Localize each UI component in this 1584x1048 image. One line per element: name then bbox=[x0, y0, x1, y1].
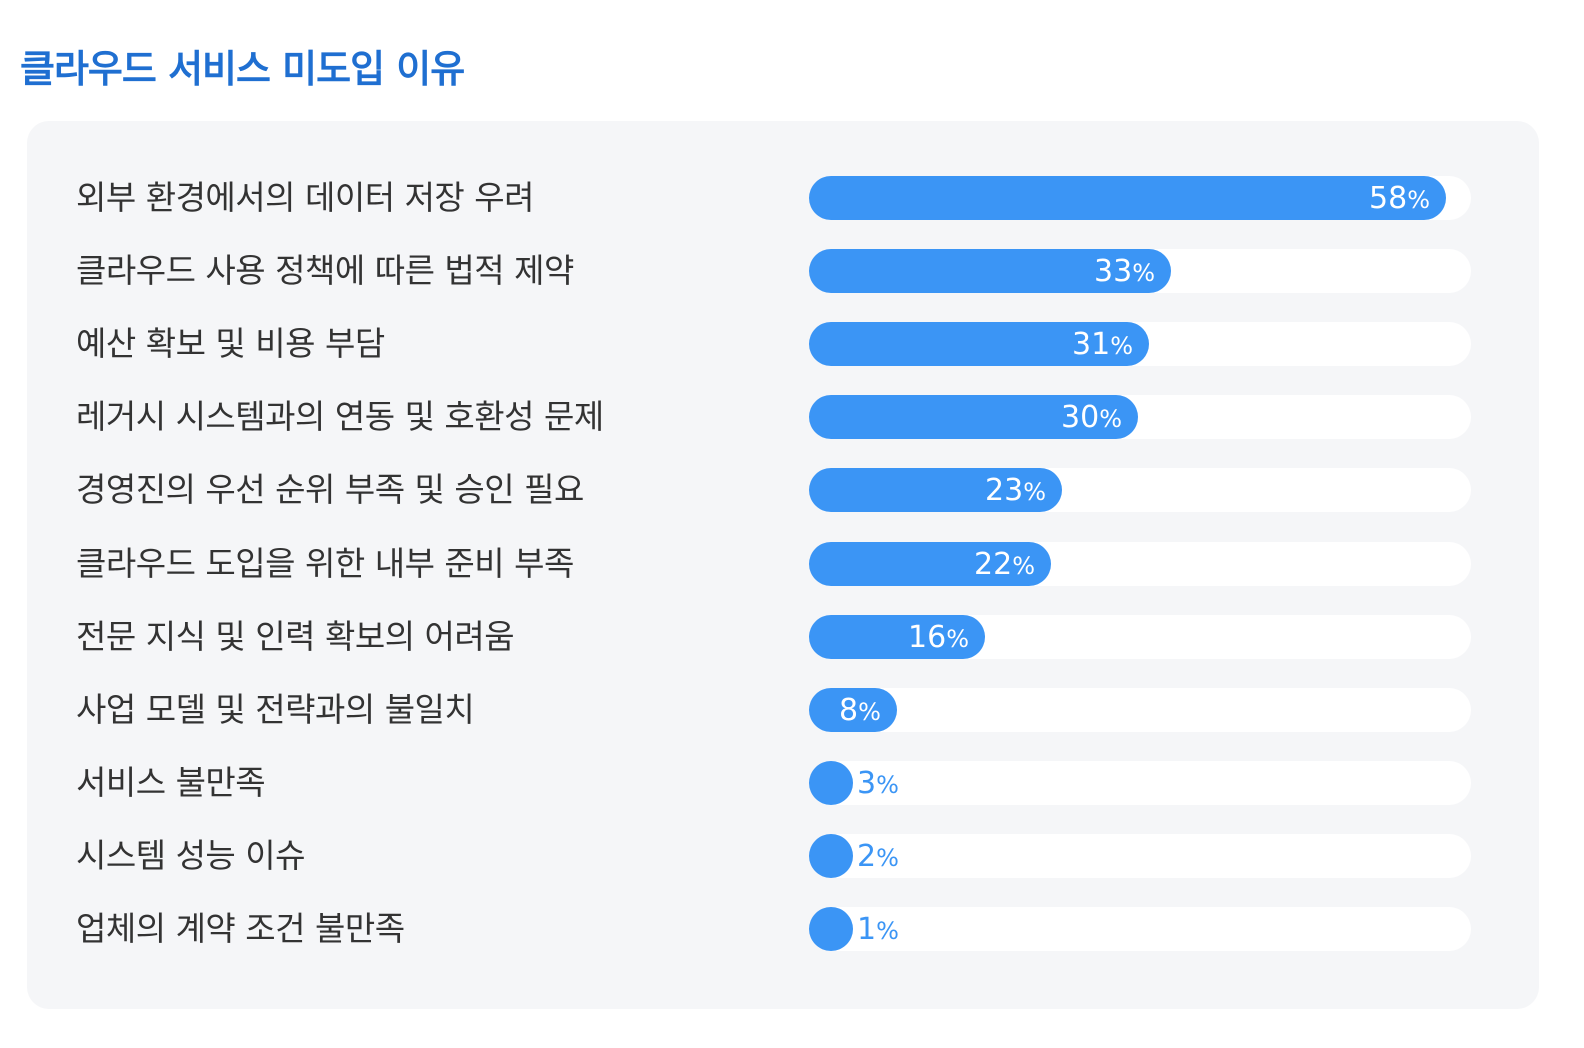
data-label: 30% bbox=[1061, 395, 1122, 439]
data-label-value: 1 bbox=[857, 912, 877, 947]
bar bbox=[809, 760, 853, 805]
data-label: 16% bbox=[908, 615, 969, 659]
bar bbox=[809, 541, 1051, 586]
category-label: 사업 모델 및 전략과의 불일치 bbox=[76, 689, 475, 729]
category-label: 외부 환경에서의 데이터 저장 우려 bbox=[76, 178, 535, 217]
bar bbox=[809, 614, 985, 659]
bar-row: 클라우드 사용 정책에 따른 법적 제약 33% bbox=[27, 248, 1539, 294]
bar-row: 전문 지식 및 인력 확보의 어려움 16% bbox=[27, 614, 1539, 660]
bar-track: 31% bbox=[809, 322, 1471, 367]
data-label-value: 30 bbox=[1061, 400, 1100, 436]
data-label: 1% bbox=[857, 907, 899, 951]
category-label: 전문 지식 및 인력 확보의 어려움 bbox=[76, 616, 515, 656]
data-label-value: 3 bbox=[857, 765, 877, 801]
data-label-unit: % bbox=[1407, 186, 1430, 214]
data-label: 33% bbox=[1094, 249, 1155, 293]
data-label-value: 31 bbox=[1072, 327, 1111, 363]
bar-track: 16% bbox=[809, 614, 1471, 659]
data-label-unit: % bbox=[1099, 405, 1122, 434]
bar-row: 업체의 계약 조건 불만족 1% bbox=[27, 906, 1539, 952]
data-label-unit: % bbox=[946, 624, 969, 653]
data-label: 58% bbox=[1369, 176, 1430, 220]
bar bbox=[809, 687, 897, 732]
data-label-value: 33 bbox=[1094, 254, 1133, 290]
bar-track: 22% bbox=[809, 541, 1471, 586]
bar bbox=[809, 176, 1446, 220]
bar-row: 클라우드 도입을 위한 내부 준비 부족 22% bbox=[27, 541, 1539, 587]
bar-row: 사업 모델 및 전략과의 불일치 8% bbox=[27, 687, 1539, 733]
data-label-unit: % bbox=[876, 917, 899, 945]
category-label: 클라우드 사용 정책에 따른 법적 제약 bbox=[76, 251, 574, 291]
bar-track: 23% bbox=[809, 468, 1471, 513]
bar bbox=[809, 322, 1149, 367]
data-label: 23% bbox=[985, 468, 1046, 512]
data-label-value: 22 bbox=[974, 546, 1013, 582]
bar bbox=[809, 833, 853, 878]
bar-row: 경영진의 우선 순위 부족 및 승인 필요 23% bbox=[27, 467, 1539, 513]
data-label-unit: % bbox=[876, 770, 899, 799]
category-label: 경영진의 우선 순위 부족 및 승인 필요 bbox=[76, 470, 584, 510]
bar-track: 1% bbox=[809, 907, 1471, 951]
category-label: 클라우드 도입을 위한 내부 준비 부족 bbox=[76, 543, 574, 583]
category-label: 시스템 성능 이슈 bbox=[76, 835, 306, 875]
data-label-value: 8 bbox=[839, 692, 859, 728]
bar-track: 3% bbox=[809, 760, 1471, 805]
data-label-unit: % bbox=[1012, 551, 1035, 580]
bar bbox=[809, 907, 853, 951]
data-label-value: 58 bbox=[1369, 181, 1408, 216]
category-label: 업체의 계약 조건 불만족 bbox=[76, 909, 405, 948]
data-label: 31% bbox=[1072, 322, 1133, 366]
data-label-unit: % bbox=[858, 697, 881, 726]
bar-row: 서비스 불만족 3% bbox=[27, 760, 1539, 806]
data-label: 3% bbox=[857, 761, 899, 805]
bar bbox=[809, 395, 1138, 440]
bar-row: 레거시 시스템과의 연동 및 호환성 문제 30% bbox=[27, 394, 1539, 440]
chart-panel: 외부 환경에서의 데이터 저장 우려 58% 클라우드 사용 정책에 따른 법적 제… bbox=[27, 121, 1539, 1009]
data-label-unit: % bbox=[1132, 259, 1155, 288]
bar bbox=[809, 249, 1171, 294]
bar-row: 예산 확보 및 비용 부담 31% bbox=[27, 321, 1539, 367]
chart-title: 클라우드 서비스 미도입 이유 bbox=[20, 47, 465, 91]
bar-track: 8% bbox=[809, 687, 1471, 732]
bar-track: 33% bbox=[809, 249, 1471, 294]
data-label: 8% bbox=[839, 688, 881, 732]
data-label: 2% bbox=[857, 834, 899, 878]
data-label-value: 16 bbox=[908, 619, 947, 655]
data-label-unit: % bbox=[1110, 332, 1133, 361]
data-label-value: 23 bbox=[985, 473, 1024, 509]
bar bbox=[809, 468, 1062, 513]
data-label-unit: % bbox=[876, 843, 899, 872]
data-label: 22% bbox=[974, 542, 1035, 586]
bar-track: 30% bbox=[809, 395, 1471, 440]
category-label: 서비스 불만족 bbox=[76, 762, 266, 802]
bar-track: 58% bbox=[809, 176, 1471, 220]
bar-track: 2% bbox=[809, 833, 1471, 878]
bar-row: 외부 환경에서의 데이터 저장 우려 58% bbox=[27, 175, 1539, 221]
data-label-value: 2 bbox=[857, 838, 877, 874]
data-label-unit: % bbox=[1023, 478, 1046, 507]
category-label: 레거시 시스템과의 연동 및 호환성 문제 bbox=[76, 397, 604, 437]
category-label: 예산 확보 및 비용 부담 bbox=[76, 324, 385, 364]
bar-row: 시스템 성능 이슈 2% bbox=[27, 833, 1539, 879]
